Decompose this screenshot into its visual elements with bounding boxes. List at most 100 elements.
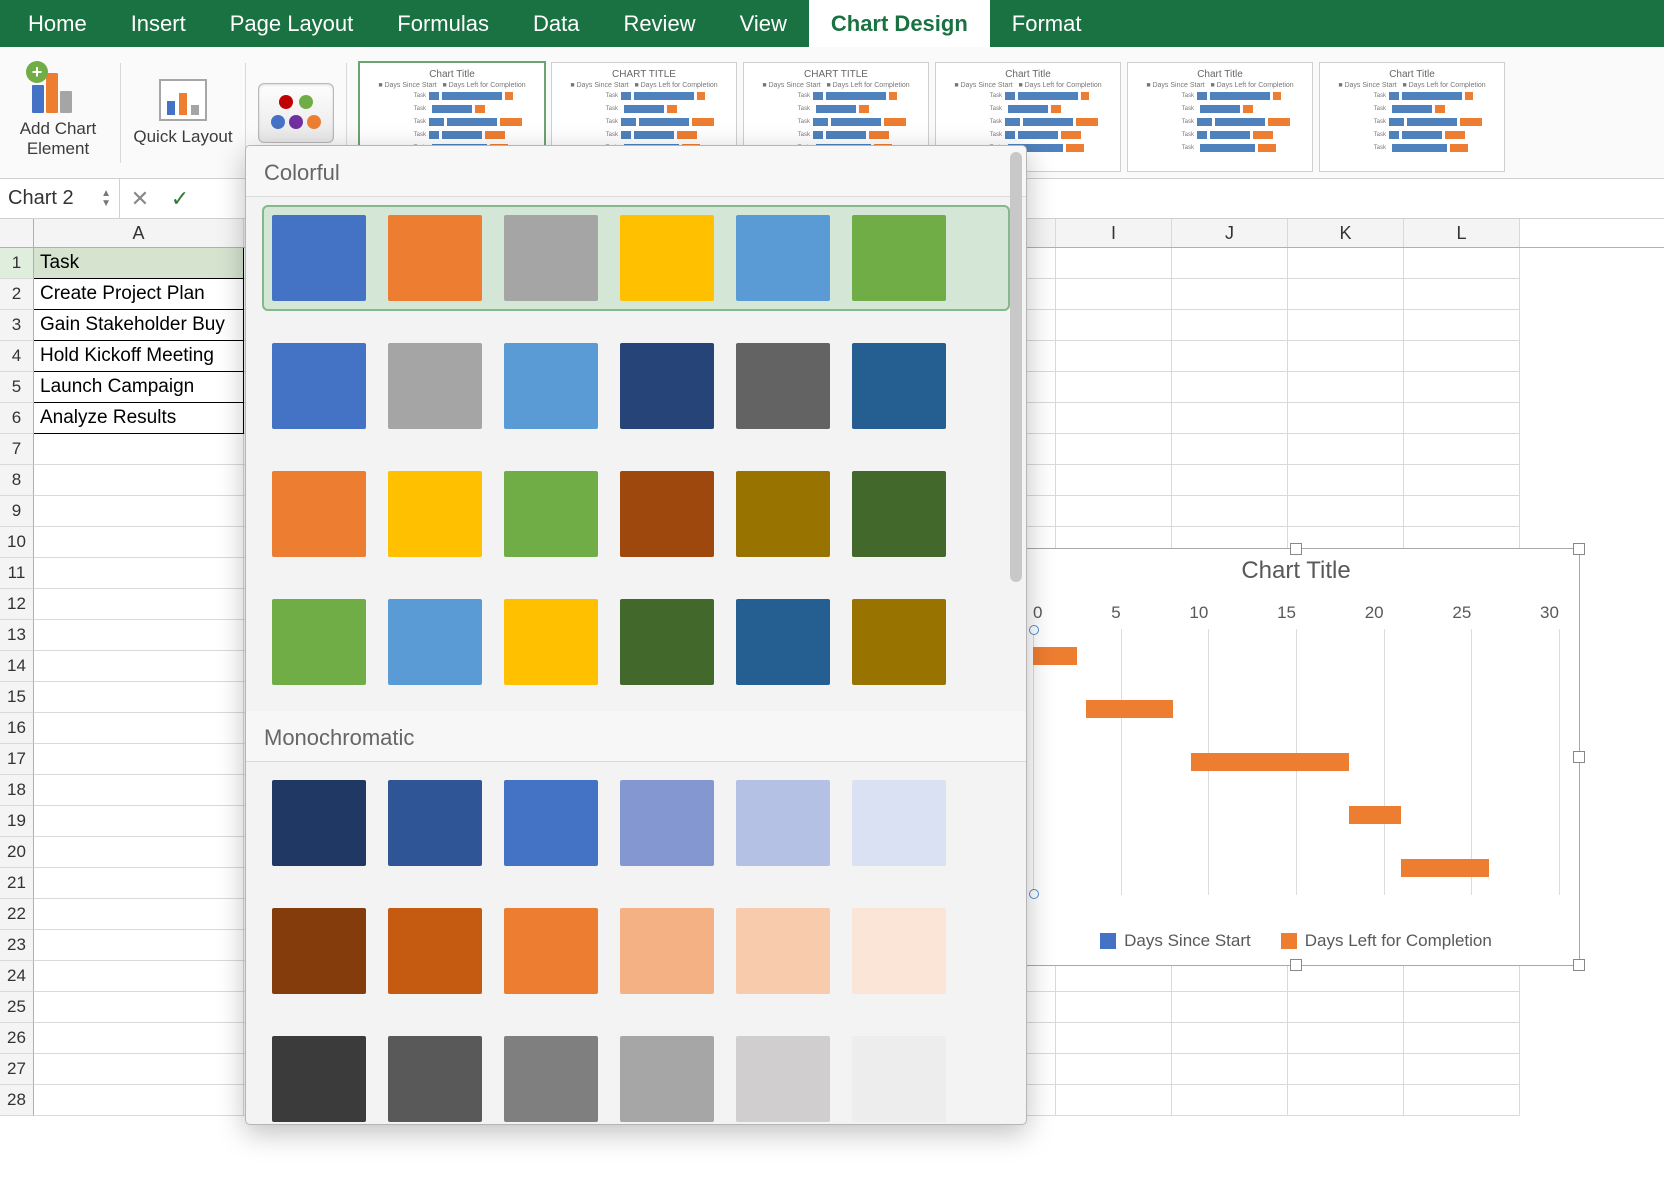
data-bar[interactable] — [1349, 806, 1402, 824]
row-header[interactable]: 14 — [0, 651, 34, 682]
cell[interactable] — [1056, 372, 1172, 403]
cell[interactable] — [1404, 372, 1520, 403]
cell[interactable] — [1404, 992, 1520, 1023]
cell[interactable] — [1404, 310, 1520, 341]
cell[interactable] — [34, 496, 244, 527]
row-header[interactable]: 16 — [0, 713, 34, 744]
cell[interactable] — [1056, 992, 1172, 1023]
cell[interactable] — [1404, 403, 1520, 434]
cell[interactable] — [34, 527, 244, 558]
cell[interactable] — [34, 806, 244, 837]
cell[interactable] — [1404, 1054, 1520, 1085]
color-scheme-row[interactable] — [262, 461, 1010, 567]
cell[interactable] — [34, 1023, 244, 1054]
cell[interactable] — [1056, 1054, 1172, 1085]
cell[interactable] — [1288, 1023, 1404, 1054]
data-bar[interactable] — [1086, 700, 1174, 718]
row-header[interactable]: 4 — [0, 341, 34, 372]
embedded-chart[interactable]: Chart Title 051015202530 Days Since Star… — [1012, 548, 1580, 966]
resize-handle[interactable] — [1290, 959, 1302, 971]
cell[interactable] — [1288, 279, 1404, 310]
cell[interactable] — [1172, 434, 1288, 465]
cancel-icon[interactable]: ✕ — [120, 186, 160, 212]
cell[interactable] — [1172, 1085, 1288, 1116]
tab-formulas[interactable]: Formulas — [375, 0, 511, 47]
col-header[interactable]: A — [34, 219, 244, 247]
color-scheme-row[interactable] — [262, 1026, 1010, 1125]
row-header[interactable]: 1 — [0, 248, 34, 279]
color-scheme-row[interactable] — [262, 770, 1010, 876]
cell[interactable] — [1056, 403, 1172, 434]
cell[interactable] — [34, 961, 244, 992]
color-scheme-row[interactable] — [262, 205, 1010, 311]
select-all-corner[interactable] — [0, 219, 34, 247]
cell[interactable] — [34, 930, 244, 961]
cell[interactable] — [1172, 496, 1288, 527]
name-box[interactable]: Chart 2 ▲▼ — [0, 179, 120, 219]
cell[interactable]: Analyze Results — [34, 403, 244, 434]
chart-style-thumb[interactable]: Chart Title■ Days Since Start ■ Days Lef… — [1127, 62, 1313, 172]
accept-icon[interactable]: ✓ — [160, 186, 200, 212]
cell[interactable]: Launch Campaign — [34, 372, 244, 403]
cell[interactable] — [1172, 465, 1288, 496]
cell[interactable] — [1288, 434, 1404, 465]
row-header[interactable]: 15 — [0, 682, 34, 713]
row-header[interactable]: 20 — [0, 837, 34, 868]
cell[interactable] — [1404, 496, 1520, 527]
col-header[interactable]: I — [1056, 219, 1172, 247]
col-header[interactable]: K — [1288, 219, 1404, 247]
row-header[interactable]: 11 — [0, 558, 34, 589]
cell[interactable] — [1404, 279, 1520, 310]
row-header[interactable]: 13 — [0, 620, 34, 651]
row-header[interactable]: 22 — [0, 899, 34, 930]
cell[interactable] — [1172, 1054, 1288, 1085]
cell[interactable] — [34, 837, 244, 868]
cell[interactable] — [1288, 341, 1404, 372]
cell[interactable] — [34, 713, 244, 744]
row-header[interactable]: 23 — [0, 930, 34, 961]
cell[interactable]: Gain Stakeholder Buy — [34, 310, 244, 341]
row-header[interactable]: 28 — [0, 1085, 34, 1116]
legend-item[interactable]: Days Since Start — [1100, 931, 1251, 951]
color-scheme-row[interactable] — [262, 898, 1010, 1004]
data-bar[interactable] — [1033, 647, 1077, 665]
cell[interactable] — [1056, 279, 1172, 310]
cell[interactable] — [1172, 248, 1288, 279]
cell[interactable] — [1172, 992, 1288, 1023]
color-scheme-row[interactable] — [262, 589, 1010, 695]
tab-page-layout[interactable]: Page Layout — [208, 0, 376, 47]
add-chart-element-button[interactable]: + Add Chart Element — [8, 67, 108, 158]
tab-chart-design[interactable]: Chart Design — [809, 0, 990, 47]
cell[interactable] — [1288, 310, 1404, 341]
cell[interactable] — [1404, 1023, 1520, 1054]
col-header[interactable]: L — [1404, 219, 1520, 247]
cell[interactable] — [1404, 1085, 1520, 1116]
cell[interactable] — [1404, 341, 1520, 372]
data-bar[interactable] — [1401, 859, 1489, 877]
tab-review[interactable]: Review — [601, 0, 717, 47]
row-header[interactable]: 25 — [0, 992, 34, 1023]
row-header[interactable]: 8 — [0, 465, 34, 496]
chart-title[interactable]: Chart Title — [1013, 549, 1579, 591]
cell[interactable] — [1288, 248, 1404, 279]
resize-handle[interactable] — [1573, 543, 1585, 555]
row-header[interactable]: 5 — [0, 372, 34, 403]
cell[interactable] — [1172, 403, 1288, 434]
data-series[interactable] — [1033, 629, 1559, 895]
row-header[interactable]: 7 — [0, 434, 34, 465]
tab-view[interactable]: View — [718, 0, 809, 47]
cell[interactable] — [34, 1085, 244, 1116]
cell[interactable] — [1288, 465, 1404, 496]
col-header[interactable]: J — [1172, 219, 1288, 247]
cell[interactable] — [34, 558, 244, 589]
cell[interactable] — [1056, 496, 1172, 527]
cell[interactable] — [34, 868, 244, 899]
cell[interactable] — [34, 620, 244, 651]
cell[interactable] — [34, 899, 244, 930]
cell[interactable]: Hold Kickoff Meeting — [34, 341, 244, 372]
cell[interactable] — [1404, 465, 1520, 496]
cell[interactable] — [1056, 310, 1172, 341]
cell[interactable] — [1404, 434, 1520, 465]
row-header[interactable]: 21 — [0, 868, 34, 899]
cell[interactable] — [1172, 1023, 1288, 1054]
